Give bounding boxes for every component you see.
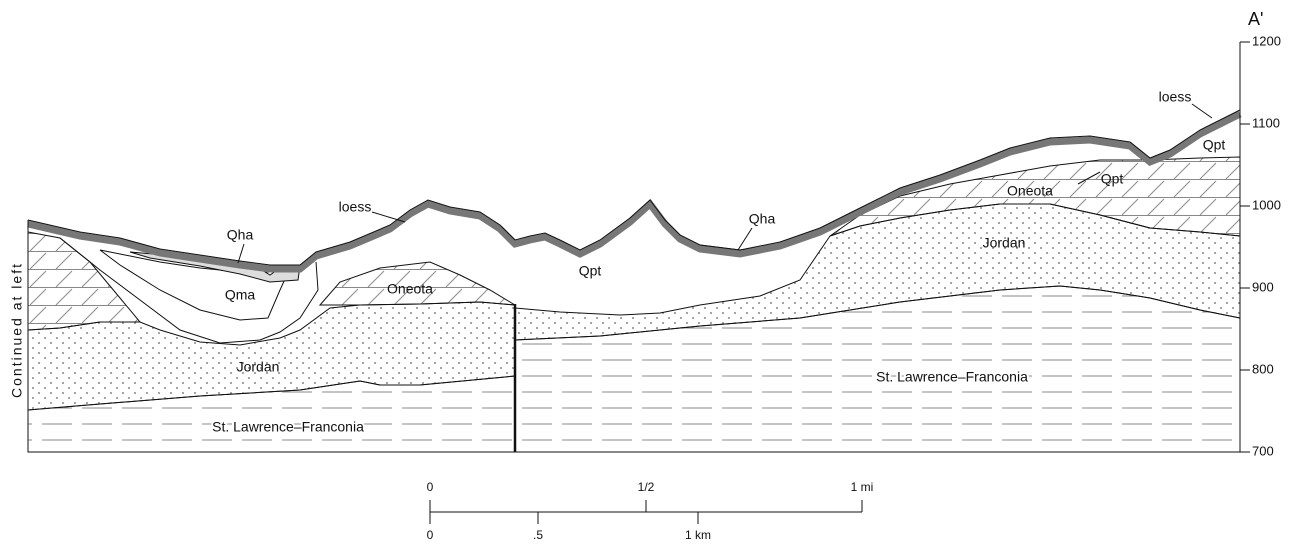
- scale-label: .5: [533, 528, 543, 542]
- scale-label: 1 km: [685, 528, 711, 542]
- scale-label: 1/2: [638, 480, 655, 494]
- leader: [238, 244, 244, 263]
- unit-label: Qpt: [1101, 171, 1124, 187]
- unit-label: loess: [339, 199, 372, 215]
- leader: [738, 228, 752, 250]
- leader: [1192, 104, 1212, 118]
- unit-label: Oneota: [1007, 183, 1053, 199]
- axis-tick-label: 1100: [1252, 115, 1280, 130]
- axis-tick-label: 1000: [1252, 197, 1281, 212]
- unit-label: Oneota: [387, 281, 433, 297]
- unit-label: Jordan: [237, 359, 280, 375]
- unit-label: St. Lawrence–Franconia: [876, 369, 1028, 385]
- unit-label: Qha: [749, 211, 776, 227]
- axis-tick-label: 1200: [1252, 33, 1281, 48]
- unit-label: loess: [1159, 89, 1192, 105]
- unit-label: Qma: [225, 287, 256, 303]
- oneota-left: [28, 232, 140, 330]
- unit-label: Qpt: [579, 263, 602, 279]
- axis-tick-label: 700: [1252, 443, 1274, 458]
- cross-section: A' Continued at left loess Qpt Qpt Oneot…: [0, 0, 1297, 546]
- layers: [28, 42, 1240, 452]
- section-label: A': [1248, 9, 1263, 29]
- unit-label: Qpt: [1203, 137, 1226, 153]
- side-note: Continued at left: [9, 262, 25, 398]
- scale-label: 1 mi: [851, 480, 874, 494]
- unit-label: Qha: [227, 227, 254, 243]
- axis-tick-label: 800: [1252, 361, 1274, 376]
- scale-bar: 0 1/2 1 mi 0 .5 1 km: [427, 480, 874, 542]
- scale-label: 0: [427, 480, 434, 494]
- axis-tick-label: 900: [1252, 279, 1274, 294]
- unit-label: Jordan: [983, 235, 1026, 251]
- unit-label: St. Lawrence–Franconia: [212, 419, 364, 435]
- scale-label: 0: [427, 528, 434, 542]
